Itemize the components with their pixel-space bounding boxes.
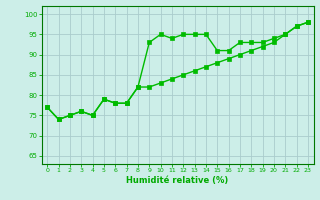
X-axis label: Humidité relative (%): Humidité relative (%) [126,176,229,185]
